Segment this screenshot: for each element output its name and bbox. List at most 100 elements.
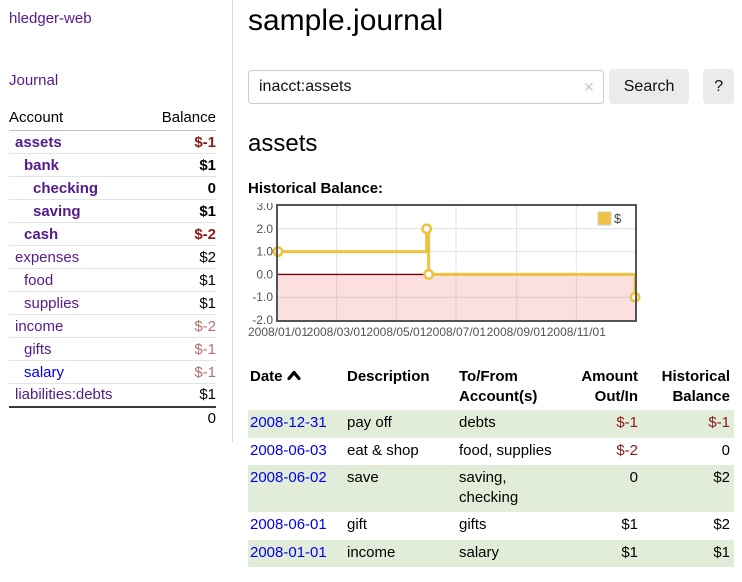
transaction-date-link[interactable]: 2008-06-02 <box>250 469 327 486</box>
accounts-table-header: Account Balance <box>9 106 216 131</box>
description-column-header: Description <box>347 368 430 385</box>
register-amount-cell: $-2 <box>616 441 638 459</box>
accounts-column-header: To/From Account(s) <box>459 368 538 405</box>
data-point-marker <box>423 268 435 280</box>
account-cell: cash <box>9 222 145 246</box>
legend-label: $ <box>614 211 622 226</box>
account-row: food $1 <box>9 268 216 292</box>
account-column-header: Account <box>9 106 145 131</box>
account-row: saving $1 <box>9 199 216 223</box>
account-balance: $-1 <box>144 360 216 384</box>
register-accounts-cell: debts <box>457 410 565 438</box>
account-balance: $-2 <box>144 314 216 338</box>
main-content: sample.journal ✕ Search ? assets Histori… <box>248 0 734 567</box>
y-axis-tick-label: 2.0 <box>256 222 273 236</box>
account-balance: $1 <box>144 268 216 292</box>
account-cell: assets <box>9 130 145 154</box>
account-row: cash $-2 <box>9 222 216 246</box>
register-accounts-cell: salary <box>457 539 565 567</box>
negative-region <box>278 274 635 320</box>
account-balance: 0 <box>144 176 216 200</box>
register-date-cell: 2008-12-31 <box>248 410 345 438</box>
register-table-body: 2008-12-31 pay off debts $-1 $-1 2008-06-03 ea… <box>248 410 734 567</box>
y-axis-tick-label: -2.0 <box>252 313 273 327</box>
account-heading: assets <box>248 130 318 157</box>
register-amount-cell: $-1 <box>565 410 642 438</box>
account-cell: gifts <box>9 337 145 361</box>
register-row[interactable]: 2008-06-02 save saving, checking 0 $2 <box>248 465 734 512</box>
register-row[interactable]: 2008-01-01 income salary $1 $1 <box>248 539 734 567</box>
account-cell: saving <box>9 199 145 223</box>
chart-section-label: Historical Balance: <box>248 180 384 197</box>
account-cell: supplies <box>9 291 145 315</box>
accounts-table-body: assets $-1 bank $1 checking 0 saving $1 cash $-2 e… <box>9 130 216 407</box>
account-link-cash[interactable]: cash <box>24 225 59 243</box>
register-description-cell: income <box>345 539 457 567</box>
help-button[interactable]: ? <box>703 69 734 104</box>
register-row[interactable]: 2008-06-03 eat & shop food, supplies $-2 0 <box>248 438 734 466</box>
register-accounts-cell: gifts <box>459 516 487 533</box>
balance-column-header: Balance <box>144 106 216 131</box>
account-link-assets[interactable]: assets <box>15 133 62 151</box>
register-table: Date Description To/From Account(s) Amou… <box>248 365 734 567</box>
balance-column-header-main: Historical Balance <box>661 368 730 405</box>
accounts-total-spacer <box>9 405 145 430</box>
account-link-gifts[interactable]: gifts <box>24 340 52 358</box>
account-link-food[interactable]: food <box>24 271 54 289</box>
y-axis-tick-label: -1.0 <box>252 290 273 304</box>
account-row: checking 0 <box>9 176 216 200</box>
register-row[interactable]: 2008-12-31 pay off debts $-1 $-1 <box>248 410 734 438</box>
transaction-date-link[interactable]: 2008-01-01 <box>250 543 327 561</box>
historical-balance-chart: $3.0 2.0 1.0 0.0 -1.0 -2.0 2008/01/01 2008/03/0… <box>246 199 734 348</box>
chart-canvas: $3.0 2.0 1.0 0.0 -1.0 -2.02008/01/012008/03/0… <box>248 199 641 339</box>
account-row: bank $1 <box>9 153 216 177</box>
account-row: liabilities:debts $1 <box>9 383 216 407</box>
search-button[interactable]: Search <box>608 69 690 104</box>
y-axis-tick-label: 1.0 <box>256 245 273 259</box>
y-axis-tick-label: 3.0 <box>256 203 273 213</box>
y-axis-tick-label: 0.0 <box>256 267 273 281</box>
account-row: salary $-1 <box>9 360 216 384</box>
account-link-expenses[interactable]: expenses <box>15 248 80 266</box>
legend-swatch <box>597 211 612 226</box>
sidebar-item-journal[interactable]: Journal <box>9 72 59 89</box>
account-cell: salary <box>9 360 145 384</box>
register-accounts-cell: saving, checking <box>457 465 565 512</box>
x-axis-tick-label: 2008/09/01 <box>487 325 547 339</box>
date-column-header[interactable]: Date <box>248 365 345 410</box>
account-link-bank[interactable]: bank <box>24 156 60 174</box>
account-link-salary[interactable]: salary <box>24 363 65 381</box>
register-accounts-cell: food, supplies <box>459 441 552 459</box>
app-brand-link[interactable]: hledger-web <box>9 10 92 27</box>
account-link-liabilities-debts[interactable]: liabilities:debts <box>15 386 113 404</box>
transaction-date-link[interactable]: 2008-06-03 <box>250 441 327 459</box>
sort-ascending-icon <box>286 367 301 387</box>
register-amount-cell: $1 <box>565 539 642 567</box>
register-date-cell: 2008-06-02 <box>248 465 345 512</box>
register-date-cell: 2008-06-03 <box>248 438 345 466</box>
account-balance: $-2 <box>144 222 216 246</box>
register-balance-cell: $2 <box>713 516 730 533</box>
register-description-cell: gift <box>347 516 368 533</box>
account-cell: expenses <box>9 245 145 269</box>
transaction-date-link[interactable]: 2008-06-01 <box>250 516 327 533</box>
register-row[interactable]: 2008-06-01 gift gifts $1 $2 <box>248 512 734 540</box>
amount-column-header: Amount Out/In <box>581 368 638 405</box>
account-balance: $1 <box>144 153 216 177</box>
account-balance: $1 <box>144 199 216 223</box>
account-link-income[interactable]: income <box>15 317 64 335</box>
x-axis-tick-label: 2008/01/01 <box>248 325 308 339</box>
account-link-supplies[interactable]: supplies <box>24 294 80 312</box>
register-date-cell: 2008-01-01 <box>248 539 345 567</box>
account-balance: $1 <box>144 383 216 407</box>
account-balance: $-1 <box>144 337 216 361</box>
search-clear-icon[interactable]: ✕ <box>583 78 595 95</box>
account-row: gifts $-1 <box>9 337 216 361</box>
account-cell: checking <box>9 176 145 200</box>
account-link-checking[interactable]: checking <box>33 179 99 197</box>
register-description-cell: save <box>345 465 457 512</box>
register-description-cell: pay off <box>345 410 457 438</box>
search-input[interactable] <box>248 69 604 104</box>
account-link-saving[interactable]: saving <box>33 202 81 220</box>
transaction-date-link[interactable]: 2008-12-31 <box>250 414 327 431</box>
